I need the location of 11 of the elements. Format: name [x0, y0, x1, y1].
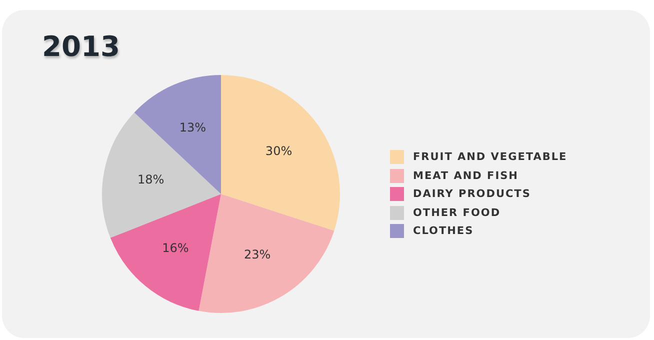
legend-label: OTHER FOOD — [413, 206, 501, 219]
data-label: 16% — [162, 241, 189, 256]
data-label: 18% — [138, 172, 164, 187]
data-label: 13% — [179, 120, 206, 135]
legend-label: CLOTHES — [413, 225, 474, 238]
legend-label: FRUIT AND VEGETABLE — [413, 151, 568, 164]
data-label: 30% — [265, 144, 292, 158]
legend-label: DAIRY PRODUCTS — [413, 188, 531, 200]
data-label: 23% — [244, 248, 271, 262]
legend-label: MEAT AND FISH — [413, 170, 518, 182]
chart-title: 2013 — [42, 30, 120, 63]
